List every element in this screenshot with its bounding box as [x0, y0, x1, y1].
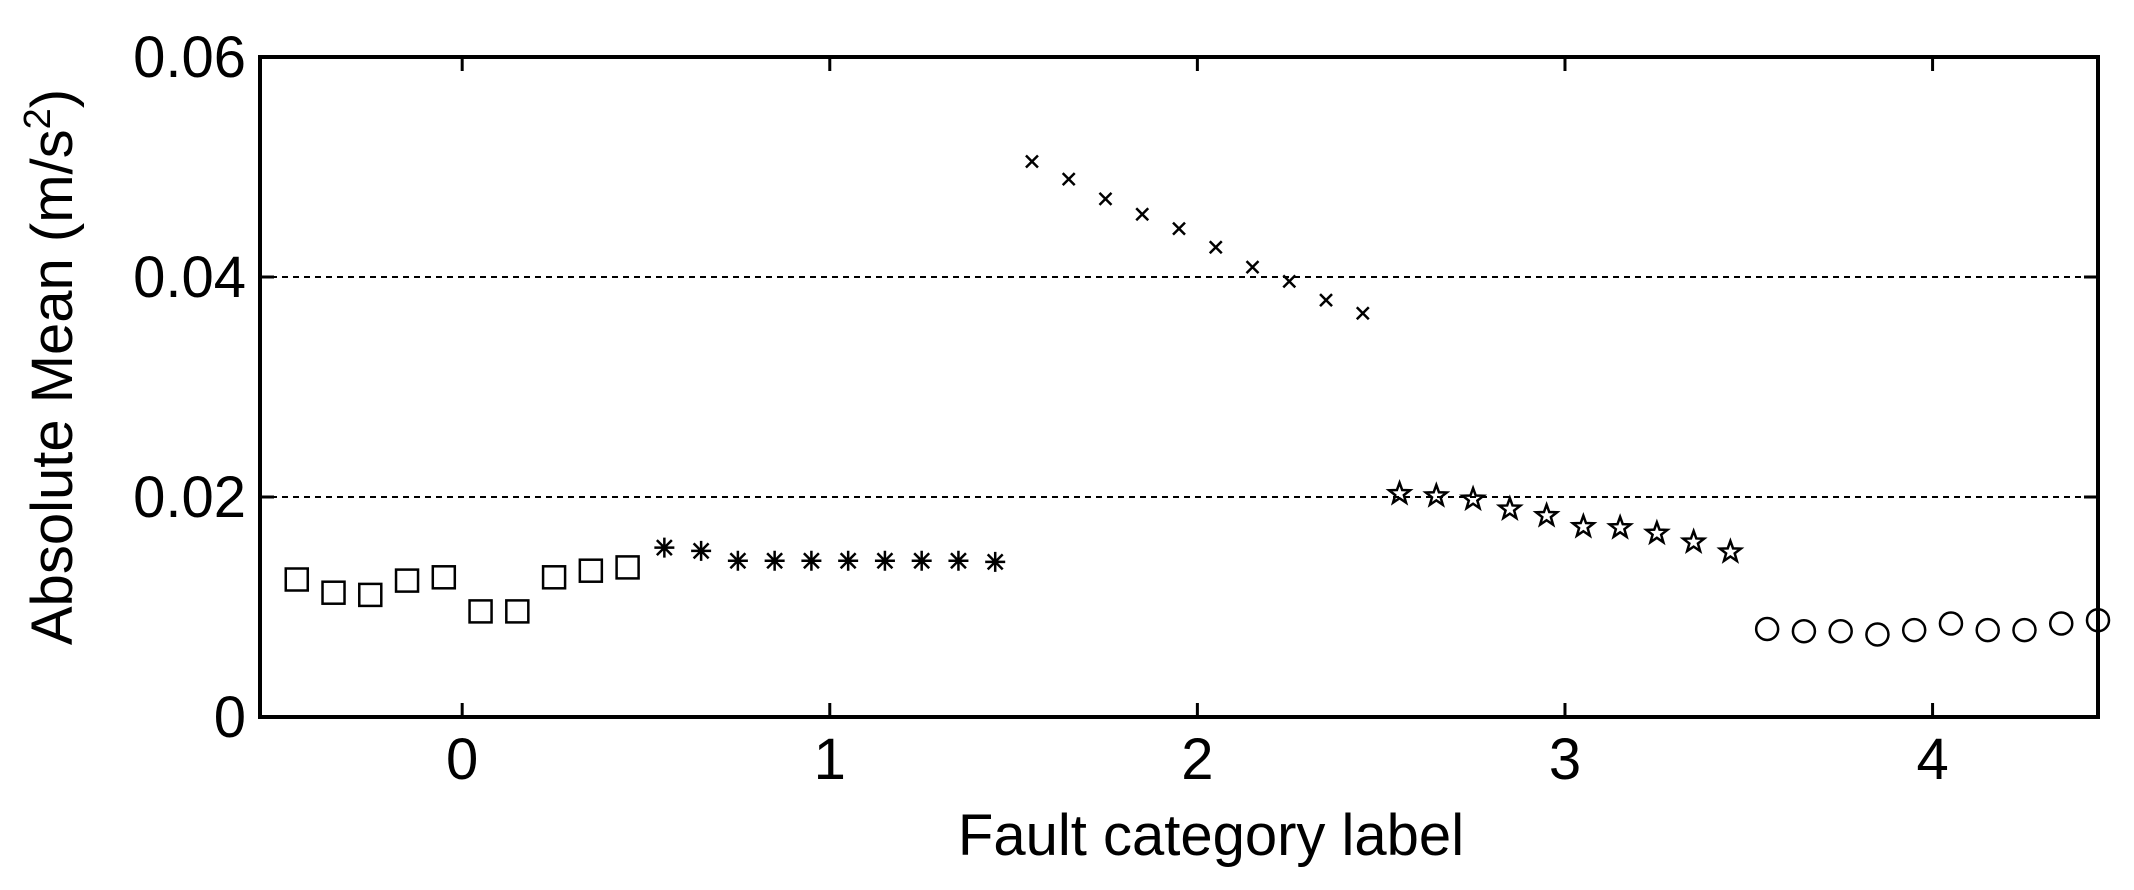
star-marker — [1422, 481, 1451, 508]
asterisk-marker — [654, 537, 675, 558]
y-axis-label-superscript: 2 — [17, 108, 59, 129]
x-marker — [1245, 260, 1260, 274]
data-points — [284, 154, 2111, 647]
plot-area-frame — [258, 55, 2100, 719]
star-marker — [1569, 512, 1598, 539]
y-axis-label: Absolute Mean (m/s2) — [17, 89, 85, 645]
circle-marker — [1828, 618, 1853, 644]
x-marker — [1208, 240, 1223, 255]
square-marker — [321, 580, 346, 605]
x-tick-label: 2 — [1181, 727, 1213, 792]
asterisk-marker — [764, 550, 785, 571]
x-marker — [1355, 306, 1370, 321]
square-marker — [541, 565, 567, 590]
star-marker — [1716, 537, 1745, 564]
circle-marker — [1901, 617, 1927, 643]
square-marker — [284, 567, 310, 592]
circle-marker — [2085, 607, 2111, 633]
y-tick-label: 0 — [214, 685, 246, 750]
x-tick-label: 3 — [1549, 727, 1581, 792]
square-marker — [615, 555, 640, 580]
asterisk-marker — [985, 551, 1006, 572]
square-marker — [578, 558, 604, 583]
x-tick-label: 1 — [814, 727, 846, 792]
circle-marker — [1865, 622, 1890, 647]
circle-marker — [1754, 616, 1780, 642]
x-tick-label: 0 — [446, 727, 478, 792]
y-tick-label: 0.06 — [133, 25, 246, 90]
x-marker — [1098, 192, 1113, 206]
star-marker — [1459, 484, 1488, 512]
x-marker — [1282, 274, 1297, 289]
x-marker — [1135, 207, 1150, 222]
axis-ticks: 0 1 2 3 4 0 0.02 0.04 0.06 — [133, 25, 2098, 792]
circle-marker — [1791, 618, 1817, 644]
asterisk-marker — [838, 550, 859, 571]
asterisk-marker — [948, 550, 969, 571]
x-marker — [1061, 172, 1076, 186]
star-marker — [1385, 479, 1414, 506]
asterisk-marker — [911, 550, 932, 571]
circle-marker — [1938, 611, 1964, 636]
x-marker — [1319, 293, 1333, 307]
star-marker — [1606, 513, 1635, 540]
asterisk-marker — [691, 540, 712, 561]
star-marker — [1532, 501, 1561, 528]
star-marker — [1642, 518, 1671, 546]
circle-marker — [2012, 617, 2037, 643]
x-marker — [1025, 154, 1039, 169]
x-tick-label: 4 — [1916, 727, 1948, 792]
y-axis-label-tail: ) — [20, 89, 85, 108]
grid-lines — [260, 276, 2098, 498]
square-marker — [394, 568, 420, 593]
x-marker — [1172, 221, 1186, 236]
asterisk-marker — [727, 550, 748, 571]
x-axis-label: Fault category label — [958, 803, 1464, 868]
square-marker — [468, 599, 493, 624]
star-marker — [1495, 494, 1524, 521]
y-tick-label: 0.04 — [133, 245, 246, 310]
asterisk-marker — [801, 550, 822, 571]
square-marker — [431, 565, 457, 590]
square-marker — [358, 582, 383, 608]
y-tick-label: 0.02 — [133, 465, 246, 530]
square-marker — [505, 599, 530, 624]
asterisk-marker — [874, 550, 895, 571]
y-axis-label-main: Absolute Mean (m/s — [20, 129, 85, 645]
circle-marker — [2048, 611, 2074, 636]
star-marker — [1679, 527, 1708, 554]
circle-marker — [1975, 617, 2000, 643]
